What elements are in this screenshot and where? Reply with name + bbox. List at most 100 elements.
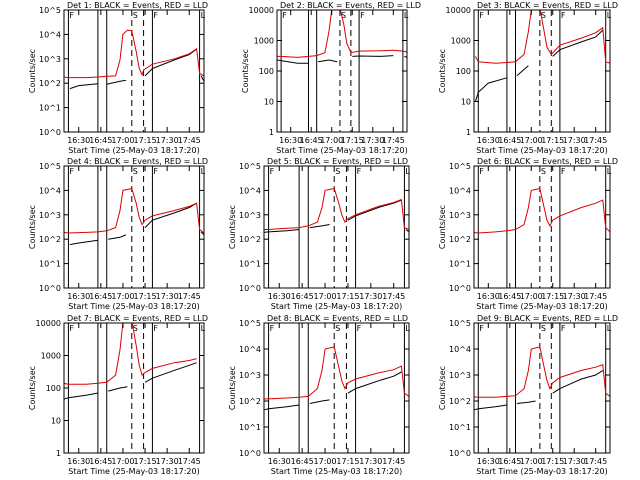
x-tick-label: 17:45 (382, 457, 405, 466)
series-red (474, 346, 610, 398)
x-tick-label: 16:30 (67, 457, 90, 466)
y-tick-label: 10^2 (449, 397, 471, 406)
event-marker-letter: F (561, 167, 566, 176)
x-tick-label: 16:45 (498, 136, 521, 145)
event-marker-letter: L (607, 167, 612, 176)
x-tick-label: 17:45 (178, 457, 201, 466)
event-marker-letter: L (607, 11, 612, 20)
y-tick-label: 10^3 (449, 371, 471, 380)
y-axis-label: Counts/sec (438, 205, 447, 249)
event-marker-letter: S (541, 167, 546, 176)
y-tick-label: 10^4 (239, 345, 261, 354)
event-marker-letter: F (69, 324, 74, 333)
x-tick-label: 17:30 (359, 457, 382, 466)
y-tick-label: 10^1 (449, 423, 471, 432)
x-tick-label: 17:15 (336, 292, 359, 301)
series-black (474, 29, 604, 102)
x-tick-label: 17:45 (178, 292, 201, 301)
event-marker-letter: L (405, 324, 410, 333)
chart-title: Det 8: BLACK = Events, RED = LLD (267, 314, 408, 323)
y-tick-label: 10^3 (39, 55, 61, 64)
event-marker-letter: F (479, 11, 484, 20)
y-tick-label: 10^1 (239, 260, 261, 269)
x-tick-label: 17:30 (359, 292, 382, 301)
x-tick-label: 17:45 (382, 292, 405, 301)
y-axis-label: Counts/sec (228, 366, 237, 410)
x-tick-label: 16:45 (89, 292, 112, 301)
y-tick-label: 10^2 (39, 235, 61, 244)
y-tick-label: 10^0 (39, 128, 61, 137)
x-axis-label: Start Time (25-May-03 18:17:20) (271, 467, 402, 476)
y-axis-label: Counts/sec (28, 49, 37, 93)
y-tick-label: 1 (56, 449, 61, 458)
y-tick-label: 1000 (254, 37, 274, 46)
y-tick-label: 1 (269, 128, 274, 137)
x-tick-label: 17:30 (156, 457, 179, 466)
x-axis-label: Start Time (25-May-03 18:17:20) (68, 146, 199, 155)
series-red (264, 187, 409, 230)
y-tick-label: 1000 (451, 37, 471, 46)
x-tick-label: 16:45 (291, 292, 314, 301)
y-tick-label: 10 (264, 98, 274, 107)
y-tick-label: 10^4 (449, 345, 471, 354)
plot-frame (263, 322, 410, 454)
x-tick-label: 17:30 (563, 292, 586, 301)
x-tick-label: 17:45 (584, 292, 607, 301)
event-marker-letter: S (541, 324, 546, 333)
x-axis-label: Start Time (25-May-03 18:17:20) (271, 302, 402, 311)
plot-frame (473, 165, 611, 289)
chart-title: Det 1: BLACK = Events, RED = LLD (67, 1, 208, 10)
event-marker-letter: L (405, 167, 410, 176)
x-tick-label: 16:30 (477, 457, 500, 466)
plot-frame (276, 9, 408, 133)
x-axis-label: Start Time (25-May-03 18:17:20) (276, 146, 407, 155)
y-tick-label: 10000 (36, 319, 61, 328)
y-tick-label: 10^1 (449, 260, 471, 269)
y-tick-label: 10^4 (449, 186, 471, 195)
series-black (474, 369, 604, 411)
x-tick-label: 16:45 (300, 136, 323, 145)
series-black (64, 362, 197, 400)
y-tick-label: 10 (461, 98, 471, 107)
y-tick-label: 10^5 (449, 162, 471, 171)
event-marker-letter: S (133, 167, 138, 176)
y-tick-label: 10^0 (449, 449, 471, 458)
x-tick-label: 17:00 (520, 457, 543, 466)
plot-frame (473, 322, 611, 454)
event-marker-letter: F (357, 167, 362, 176)
y-tick-label: 10^1 (39, 260, 61, 269)
event-marker-letter: F (69, 167, 74, 176)
y-tick-label: 10000 (446, 6, 471, 15)
series-black (264, 199, 409, 233)
y-tick-label: 100 (46, 384, 61, 393)
y-tick-label: 10^5 (449, 319, 471, 328)
series-black (277, 55, 407, 64)
chart-title: Det 2: BLACK = Events, RED = LLD (280, 1, 421, 10)
y-axis-label: Counts/sec (28, 366, 37, 410)
y-tick-label: 1 (466, 128, 471, 137)
y-tick-label: 10 (51, 417, 61, 426)
event-marker-letter: F (153, 324, 158, 333)
x-tick-label: 17:15 (541, 457, 564, 466)
x-tick-label: 17:30 (156, 136, 179, 145)
plot-frame (473, 9, 611, 133)
event-marker-letter: S (335, 324, 340, 333)
chart-title: Det 4: BLACK = Events, RED = LLD (67, 157, 208, 166)
x-tick-label: 17:00 (520, 136, 543, 145)
x-axis-label: Start Time (25-May-03 18:17:20) (476, 302, 607, 311)
y-tick-label: 10^5 (39, 162, 61, 171)
x-tick-label: 17:15 (336, 457, 359, 466)
event-marker-letter: L (404, 11, 409, 20)
x-tick-label: 16:30 (268, 457, 291, 466)
y-axis-label: Counts/sec (228, 205, 237, 249)
x-tick-label: 17:45 (584, 136, 607, 145)
x-tick-label: 17:30 (563, 457, 586, 466)
y-tick-label: 10^0 (39, 284, 61, 293)
x-tick-label: 16:30 (67, 292, 90, 301)
